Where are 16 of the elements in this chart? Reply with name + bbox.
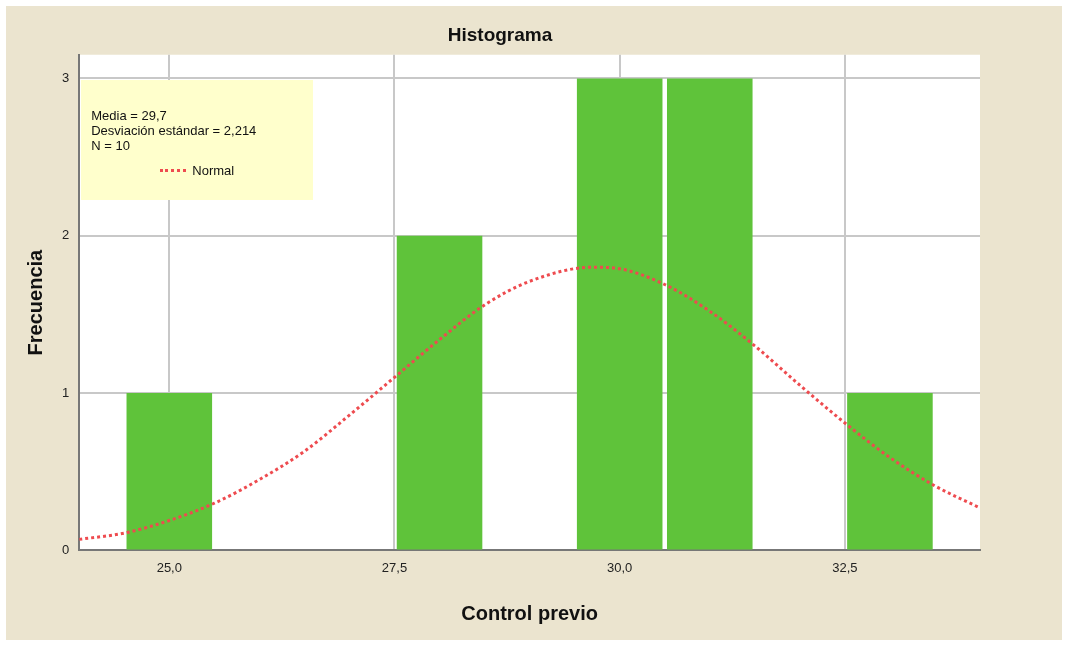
y-tick-label: 0 — [62, 541, 70, 557]
annotation: Media = 29,7 — [91, 107, 168, 123]
chart-title: Histograma — [447, 23, 553, 45]
x-tick-label: 25,0 — [156, 559, 182, 575]
line-series — [79, 265, 980, 541]
x-tick-label: 32,5 — [832, 559, 858, 575]
y-tick-label: 3 — [62, 69, 70, 85]
annotation: N = 10 — [91, 137, 131, 153]
annotation: Desviación estándar = 2,214 — [91, 122, 258, 138]
x-tick-label: 27,5 — [381, 559, 408, 575]
x-axis-title: Control previo — [461, 601, 598, 624]
y-axis-title: Frecuencia — [23, 248, 46, 356]
y-tick-label: 1 — [62, 384, 70, 400]
y-tick-label: 2 — [62, 227, 70, 243]
legend-label: Normal — [192, 162, 235, 178]
x-tick-label: 30,0 — [607, 559, 633, 575]
